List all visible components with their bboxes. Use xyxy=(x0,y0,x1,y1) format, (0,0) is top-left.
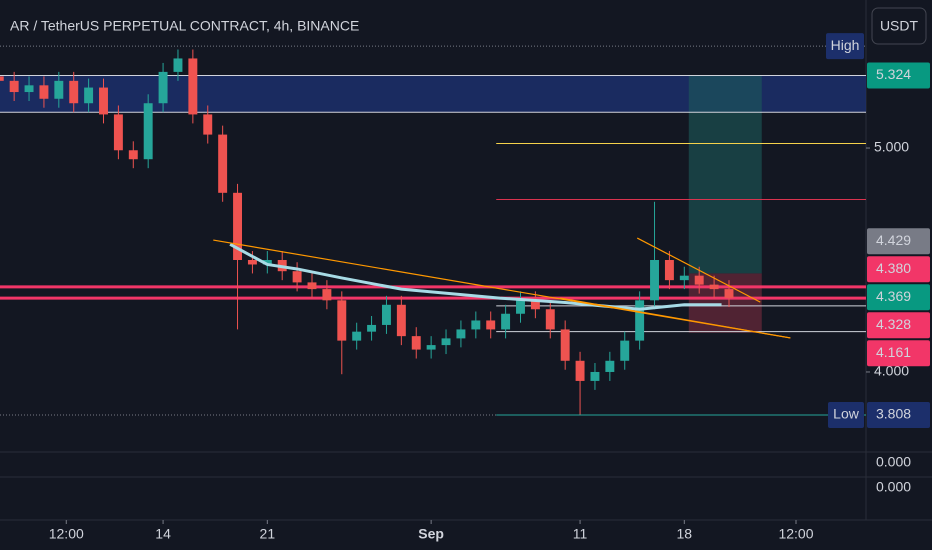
price-label: 4.380 xyxy=(876,260,911,276)
chart-title: AR / TetherUS PERPETUAL CONTRACT, 4h, BI… xyxy=(10,18,359,34)
low-value-label: 3.808 xyxy=(876,406,911,422)
price-label-bg xyxy=(867,256,930,283)
candle-body xyxy=(337,300,347,341)
candle-body xyxy=(441,338,451,346)
currency-label[interactable]: USDT xyxy=(880,18,919,34)
candle-body xyxy=(456,329,466,339)
candle-body xyxy=(54,80,64,99)
position-target xyxy=(688,75,762,274)
candle-body xyxy=(560,329,570,361)
currency-button[interactable] xyxy=(871,7,927,45)
candle-body xyxy=(367,324,377,332)
candle-body xyxy=(709,284,719,290)
candle-body xyxy=(233,192,243,260)
candle-body xyxy=(188,58,198,115)
candle-body xyxy=(620,340,630,361)
trendline xyxy=(636,237,761,303)
candle-body xyxy=(9,80,19,93)
candle-body xyxy=(158,71,168,104)
x-tick-label: 21 xyxy=(260,526,276,542)
trendline xyxy=(560,297,791,339)
candle-body xyxy=(501,313,511,330)
candle-body xyxy=(203,114,213,135)
x-tick-label: 12:00 xyxy=(778,526,813,542)
candle-body xyxy=(352,331,362,341)
candle-body xyxy=(292,271,302,283)
candle-body xyxy=(679,275,689,281)
candle-body xyxy=(99,87,108,115)
price-label: 4.369 xyxy=(876,288,911,304)
candle-body xyxy=(128,150,138,160)
candle-body xyxy=(486,320,496,330)
candle-body xyxy=(471,320,481,330)
price-label-bg xyxy=(867,228,930,255)
x-tick-label: Sep xyxy=(418,526,444,542)
candle-body xyxy=(650,260,659,301)
candle-body xyxy=(411,336,421,350)
low-value-bg xyxy=(867,401,930,428)
candle-body xyxy=(247,260,257,265)
low-marker-bg xyxy=(828,401,864,428)
high-marker-bg xyxy=(826,33,864,60)
candle-body xyxy=(84,87,94,104)
x-tick-label: 12:00 xyxy=(49,526,84,542)
candle-body xyxy=(694,275,704,285)
candle-body xyxy=(396,304,406,337)
y-tick-label: 4.000 xyxy=(874,363,909,379)
price-label-bg xyxy=(867,62,930,89)
low-marker-label: Low xyxy=(833,406,860,422)
moving-average xyxy=(229,243,722,311)
candle-body xyxy=(143,103,153,160)
candle-body xyxy=(664,260,674,281)
plot xyxy=(0,45,866,416)
candle-body xyxy=(724,289,734,299)
price-label-bg xyxy=(867,312,930,339)
candle-body xyxy=(635,300,645,341)
price-label: 4.161 xyxy=(876,344,911,360)
candle-body xyxy=(39,85,49,99)
price-label-bg xyxy=(867,284,930,311)
candle-body xyxy=(322,289,332,301)
candle-body xyxy=(113,114,123,151)
candle-body xyxy=(173,58,183,72)
candle-body xyxy=(605,360,615,372)
candle-body xyxy=(24,85,34,93)
x-tick-label: 11 xyxy=(573,526,588,542)
candle-body xyxy=(381,304,391,325)
y-tick-label: 5.000 xyxy=(874,139,909,155)
x-tick-label: 14 xyxy=(155,526,171,542)
price-label: 4.429 xyxy=(876,232,911,248)
candle-body xyxy=(218,134,228,193)
x-tick-label: 18 xyxy=(677,526,693,542)
candle-body xyxy=(545,309,555,330)
price-label-bg xyxy=(867,340,930,367)
pane-label: 0.000 xyxy=(876,479,911,495)
price-label: 4.328 xyxy=(876,316,911,332)
candle-body xyxy=(516,300,525,314)
high-marker-label: High xyxy=(831,37,860,53)
candle-body xyxy=(69,80,79,104)
pane-label: 0.000 xyxy=(876,454,911,470)
candle-body xyxy=(0,76,4,81)
candle-body xyxy=(262,260,272,265)
price-label: 5.324 xyxy=(876,66,911,82)
candle-body xyxy=(590,371,600,381)
candle-body xyxy=(575,360,585,381)
candle-body xyxy=(307,282,317,290)
candle-body xyxy=(426,345,436,350)
candle-body xyxy=(530,300,540,310)
